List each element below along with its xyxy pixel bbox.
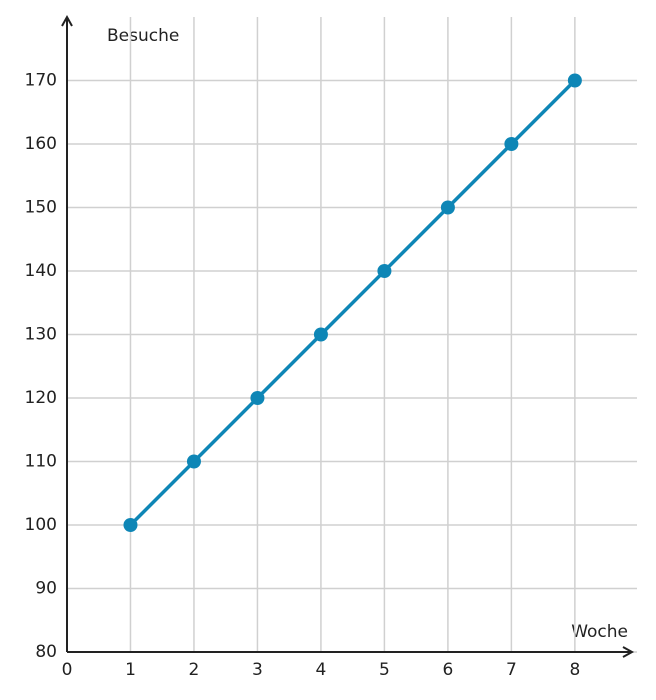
x-tick-label: 4 [316,660,327,680]
y-tick-label: 160 [25,134,57,154]
y-tick-label: 150 [25,198,57,218]
data-point [567,73,582,88]
y-tick-label: 170 [25,71,57,91]
x-axis [67,646,635,658]
data-point [440,200,455,215]
x-axis-label: Woche [571,622,628,642]
y-tick-label: 140 [25,261,57,281]
data-line [129,79,577,527]
y-tick-label: 120 [25,388,57,408]
data-point [504,137,519,151]
data-point [313,327,328,342]
y-tick-label: 100 [25,515,57,535]
data-point [186,454,201,469]
data-point [377,264,392,278]
y-axis [61,14,73,652]
y-tick-label: 90 [35,579,57,599]
y-tick-label: 110 [25,452,57,472]
x-tick-label: 0 [62,660,73,680]
y-tick-label: 80 [35,642,57,662]
data-point [123,518,138,532]
y-axis-label: Besuche [107,26,179,46]
y-tick-label: 130 [25,325,57,345]
x-tick-label: 1 [125,660,136,680]
x-tick-label: 6 [442,660,453,680]
x-tick-label: 5 [379,660,390,680]
x-tick-label: 3 [252,660,263,680]
x-tick-label: 8 [569,660,580,680]
x-tick-label: 7 [506,660,517,680]
x-tick-label: 2 [189,660,200,680]
data-point [250,391,265,405]
